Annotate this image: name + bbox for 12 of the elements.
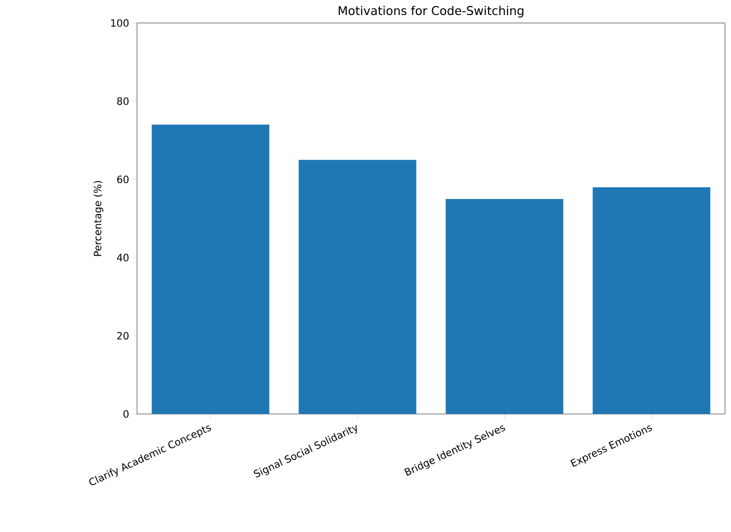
bar — [446, 198, 564, 414]
bar — [298, 160, 416, 414]
y-axis-title: Percentage (%) — [94, 180, 104, 256]
y-tick-label: 0 — [124, 410, 129, 418]
chart-title: Motivations for Code-Switching — [338, 6, 524, 18]
bar — [592, 187, 710, 414]
bar — [152, 124, 270, 414]
y-tick-label: 40 — [116, 254, 129, 262]
y-tick-label: 100 — [111, 19, 129, 27]
y-tick-label: 80 — [117, 97, 129, 105]
y-tick-label: 60 — [117, 176, 129, 184]
y-tick-label: 20 — [117, 332, 129, 340]
